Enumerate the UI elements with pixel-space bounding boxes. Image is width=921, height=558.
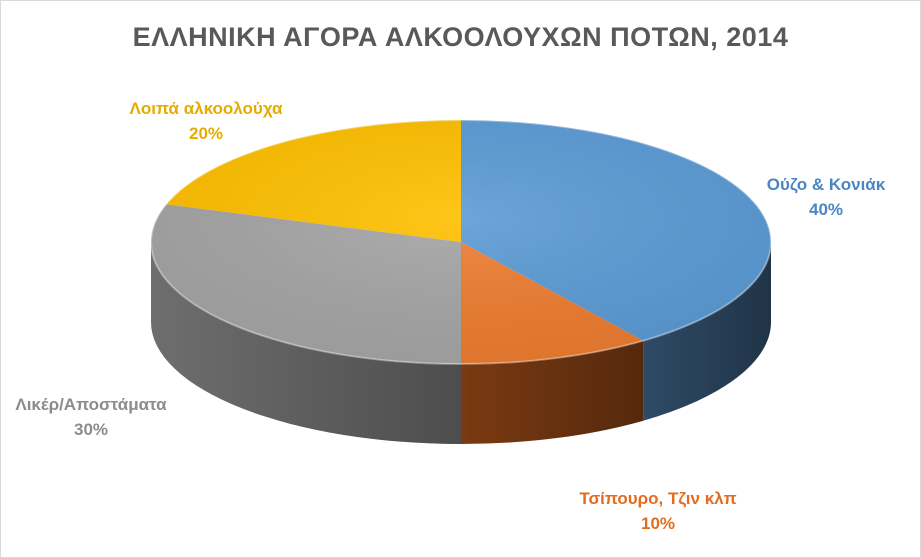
pie-side-shade-tsipouro — [461, 340, 644, 444]
pie-side-shade-ouzo — [643, 242, 771, 421]
slice-label-loipa: Λοιπά αλκοολούχα 20% — [129, 99, 283, 143]
slice-label-tsipouro: Τσίπουρο, Τζιν κλπ 10% — [579, 489, 737, 533]
slice-label-ouzo: Ούζο & Κονιάκ 40% — [766, 175, 886, 219]
pie-tops — [150, 119, 772, 365]
pie-top-rim — [150, 119, 772, 365]
slice-label-liker: Λικέρ/Αποστάματα 30% — [15, 395, 167, 439]
pie-side-shade-liker — [151, 242, 461, 444]
chart-title: ΕΛΛΗΝΙΚΗ ΑΓΟΡΑ ΑΛΚΟΟΛΟΥΧΩΝ ΠΟΤΩΝ, 2014 — [132, 22, 789, 52]
pie-sides — [151, 242, 771, 444]
